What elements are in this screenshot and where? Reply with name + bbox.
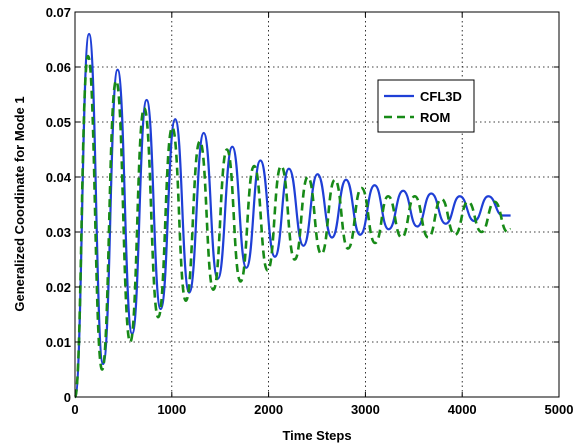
y-axis-label: Generalized Coordinate for Mode 1: [12, 96, 27, 311]
y-tick-label: 0.04: [46, 170, 72, 185]
x-axis-label: Time Steps: [282, 428, 351, 443]
x-tick-label: 3000: [351, 402, 380, 417]
series-group: [73, 32, 511, 399]
legend-label-cfl3d: CFL3D: [420, 89, 462, 104]
grid: [75, 12, 559, 397]
series-line-cfl3d: [73, 32, 511, 399]
ticks: 0 1000 2000 3000 4000 5000 0 0.01 0.02 0.03 0.04 0.…: [46, 5, 574, 417]
y-tick-label: 0.07: [46, 5, 71, 20]
x-tick-label: 1000: [157, 402, 186, 417]
x-tick-label: 0: [71, 402, 78, 417]
y-tick-label: 0.01: [46, 335, 71, 350]
y-tick-label: 0.06: [46, 60, 71, 75]
y-tick-label: 0: [64, 390, 71, 405]
legend: CFL3D ROM: [377, 79, 475, 133]
y-tick-label: 0.05: [46, 115, 71, 130]
x-tick-label: 5000: [545, 402, 574, 417]
plot-area: [75, 12, 559, 397]
legend-label-rom: ROM: [420, 110, 450, 125]
series-line-rom: [73, 54, 511, 399]
plot-frame: [74, 11, 560, 398]
legend-box: [377, 79, 475, 133]
y-tick-label: 0.03: [46, 225, 71, 240]
x-tick-label: 2000: [254, 402, 283, 417]
x-tick-label: 4000: [448, 402, 477, 417]
y-tick-label: 0.02: [46, 280, 71, 295]
